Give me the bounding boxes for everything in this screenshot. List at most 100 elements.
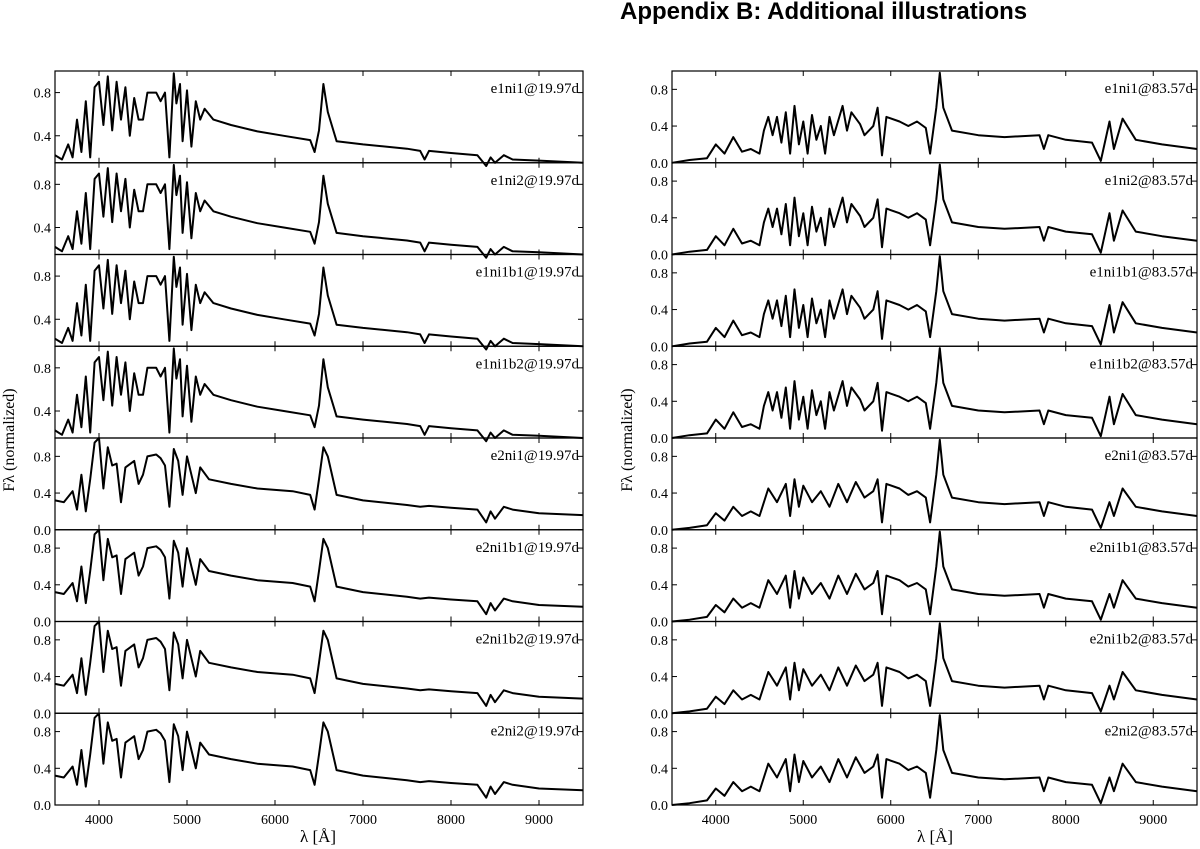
- y-tick-label: 0.0: [34, 616, 52, 631]
- panel-label: e2ni1b1@19.97d: [476, 540, 580, 556]
- spectrum-line: [671, 438, 1198, 531]
- panel-0-0: 0.4 0.8 e1ni1@19.97d: [34, 70, 584, 167]
- panel-label: e1ni1b1@19.97d: [476, 265, 580, 281]
- y-tick-label: 0.4: [651, 120, 669, 135]
- panel-label: e1ni1@83.57d: [1105, 81, 1194, 97]
- spectrum-line: [54, 347, 584, 443]
- y-tick-label: 0.8: [34, 450, 52, 465]
- y-tick-label: 0.0: [651, 249, 669, 264]
- y-tick-label: 0.8: [651, 726, 669, 741]
- panel-0-7: 0.0 0.4 0.8 e2ni2@19.97d: [34, 712, 584, 814]
- y-tick-label: 0.0: [651, 432, 669, 447]
- x-tick-label: 9000: [1139, 813, 1167, 828]
- x-tick-label: 8000: [437, 813, 465, 828]
- spectrum-line: [671, 71, 1198, 164]
- panel-1-4: 0.0 0.4 0.8 e2ni1@83.57d: [651, 437, 1198, 539]
- spectrum-line: [54, 712, 584, 799]
- panel-0-2: 0.4 0.8 e1ni1b1@19.97d: [34, 253, 584, 351]
- panel-label: e1ni2@19.97d: [491, 173, 580, 189]
- panel-frame: [671, 712, 1198, 806]
- y-tick-label: 0.8: [651, 450, 669, 465]
- panel-label: e1ni1b2@19.97d: [476, 356, 580, 372]
- panel-1-2: 0.0 0.4 0.8 e1ni1b1@83.57d: [651, 253, 1198, 355]
- spectrum-line: [54, 255, 584, 351]
- panel-label: e2ni1@19.97d: [491, 448, 580, 464]
- y-tick-label: 0.8: [651, 542, 669, 557]
- y-tick-label: 0.4: [34, 671, 52, 686]
- panel-0-4: 0.0 0.4 0.8 e2ni1@19.97d: [34, 437, 584, 539]
- spectrum-line: [54, 163, 584, 259]
- y-tick-label: 0.4: [651, 487, 669, 502]
- x-tick-label: 9000: [525, 813, 553, 828]
- spectrum-line: [54, 437, 584, 524]
- x-tick-label: 6000: [261, 813, 289, 828]
- y-tick-label: 0.4: [651, 395, 669, 410]
- x-tick-label: 4000: [702, 813, 730, 828]
- y-tick-label: 0.8: [651, 634, 669, 649]
- x-tick-label: 4000: [85, 813, 113, 828]
- y-tick-label: 0.4: [651, 579, 669, 594]
- spectrum-line: [671, 530, 1198, 623]
- panel-label: e1ni1b2@83.57d: [1090, 356, 1194, 372]
- y-tick-label: 0.0: [651, 524, 669, 539]
- y-tick-label: 0.4: [651, 212, 669, 227]
- y-tick-label: 0.0: [651, 799, 669, 814]
- panel-0-1: 0.4 0.8 e1ni2@19.97d: [34, 162, 584, 259]
- y-tick-label: 0.0: [34, 799, 52, 814]
- spectrum-line: [671, 255, 1198, 348]
- spectrum-line: [671, 347, 1198, 439]
- spectrum-line: [54, 620, 584, 707]
- x-tick-label: 5000: [173, 813, 201, 828]
- y-tick-label: 0.4: [34, 222, 52, 237]
- y-tick-label: 0.8: [34, 726, 52, 741]
- panel-1-3: 0.0 0.4 0.8 e1ni1b2@83.57d: [651, 345, 1198, 447]
- y-tick-label: 0.4: [651, 304, 669, 319]
- y-tick-label: 0.4: [34, 762, 52, 777]
- panel-1-0: 0.0 0.4 0.8 e1ni1@83.57d: [651, 70, 1198, 172]
- y-tick-label: 0.0: [651, 157, 669, 172]
- spectrum-line: [54, 528, 584, 616]
- y-tick-label: 0.0: [34, 524, 52, 539]
- y-tick-label: 0.4: [651, 671, 669, 686]
- panel-1-7: 0.0 0.4 0.8 e2ni2@83.57d: [651, 712, 1198, 814]
- spectrum-line: [671, 714, 1198, 806]
- panel-label: e2ni1b2@19.97d: [476, 632, 580, 648]
- y-tick-label: 0.4: [34, 487, 52, 502]
- spectrum-line: [671, 163, 1198, 256]
- panel-1-6: 0.0 0.4 0.8 e2ni1b2@83.57d: [651, 620, 1198, 722]
- y-tick-label: 0.8: [34, 634, 52, 649]
- x-tick-label: 7000: [349, 813, 377, 828]
- panel-1-5: 0.0 0.4 0.8 e2ni1b1@83.57d: [651, 529, 1198, 631]
- y-tick-label: 0.8: [34, 542, 52, 557]
- y-tick-label: 0.8: [651, 267, 669, 282]
- y-axis-label-right: Fλ (normalized): [619, 388, 636, 491]
- x-tick-label: 6000: [877, 813, 905, 828]
- y-tick-label: 0.0: [651, 707, 669, 722]
- y-tick-label: 0.8: [651, 83, 669, 98]
- y-tick-label: 0.8: [651, 359, 669, 374]
- x-axis-label-left: λ [Å]: [300, 827, 336, 846]
- x-axis-label-right: λ [Å]: [917, 827, 953, 846]
- panel-label: e1ni1b1@83.57d: [1090, 265, 1194, 281]
- y-tick-label: 0.0: [651, 616, 669, 631]
- y-tick-label: 0.0: [34, 707, 52, 722]
- x-tick-label: 8000: [1052, 813, 1080, 828]
- y-tick-label: 0.4: [34, 579, 52, 594]
- y-tick-label: 0.4: [34, 130, 52, 145]
- y-tick-label: 0.8: [651, 175, 669, 190]
- y-tick-label: 0.0: [651, 340, 669, 355]
- panel-0-5: 0.0 0.4 0.8 e2ni1b1@19.97d: [34, 528, 584, 631]
- panel-label: e2ni2@83.57d: [1105, 723, 1194, 739]
- y-axis-label-left: Fλ (normalized): [1, 388, 18, 491]
- panel-label: e2ni1b2@83.57d: [1090, 632, 1194, 648]
- y-tick-label: 0.8: [34, 178, 52, 193]
- panel-label: e1ni1@19.97d: [491, 81, 580, 97]
- panel-label: e1ni2@83.57d: [1105, 173, 1194, 189]
- y-tick-label: 0.4: [651, 762, 669, 777]
- panel-0-6: 0.0 0.4 0.8 e2ni1b2@19.97d: [34, 620, 584, 722]
- x-tick-label: 7000: [964, 813, 992, 828]
- panel-label: e2ni1b1@83.57d: [1090, 540, 1194, 556]
- panel-label: e2ni1@83.57d: [1105, 448, 1194, 464]
- panel-label: e2ni2@19.97d: [491, 723, 580, 739]
